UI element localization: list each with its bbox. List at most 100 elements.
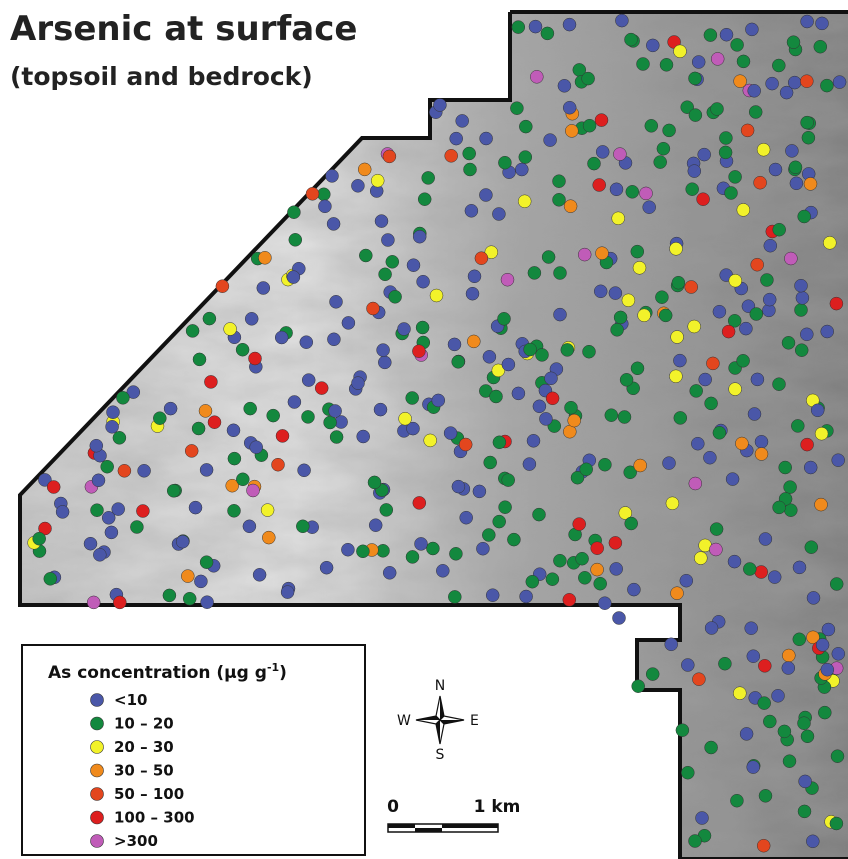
legend-title: As concentration (µg g-1) xyxy=(48,661,287,683)
sample-point xyxy=(499,501,512,514)
sample-point xyxy=(563,101,576,114)
legend-label: 10 – 20 xyxy=(114,715,174,733)
sample-point xyxy=(480,132,493,145)
sample-point xyxy=(612,212,625,225)
sample-point xyxy=(84,537,97,550)
sample-point xyxy=(452,355,465,368)
sample-point xyxy=(663,124,676,137)
sample-point xyxy=(92,474,105,487)
sample-point xyxy=(106,420,119,433)
sample-point xyxy=(329,405,342,418)
sample-point xyxy=(250,441,263,454)
legend-label: >300 xyxy=(114,832,158,850)
sample-point xyxy=(228,452,241,465)
sample-point xyxy=(56,505,69,518)
sample-point xyxy=(105,526,118,539)
sample-point xyxy=(468,270,481,283)
sample-point xyxy=(737,354,750,367)
sample-point xyxy=(518,195,531,208)
sample-point xyxy=(483,350,496,363)
sample-point xyxy=(688,320,701,333)
sample-point xyxy=(493,515,506,528)
sample-point xyxy=(87,596,100,609)
sample-point xyxy=(418,193,431,206)
sample-point xyxy=(44,572,57,585)
sample-point xyxy=(747,761,760,774)
sample-point xyxy=(324,416,337,429)
sample-point xyxy=(625,33,638,46)
sample-point xyxy=(596,247,609,260)
sample-point xyxy=(694,552,707,565)
sample-point xyxy=(833,76,846,89)
legend-swatch xyxy=(91,835,104,848)
sample-point xyxy=(568,414,581,427)
sample-point xyxy=(330,431,343,444)
sample-point xyxy=(595,114,608,127)
sample-point xyxy=(609,287,622,300)
sample-point xyxy=(686,183,699,196)
legend-swatch xyxy=(91,788,104,801)
sample-point xyxy=(815,427,828,440)
sample-point xyxy=(258,251,271,264)
sample-point xyxy=(327,217,340,230)
sample-point xyxy=(536,348,549,361)
sample-point xyxy=(699,373,712,386)
sample-point xyxy=(611,323,624,336)
sample-point xyxy=(553,193,566,206)
sample-point xyxy=(760,274,773,287)
sample-point xyxy=(798,805,811,818)
sample-point xyxy=(705,741,718,754)
sample-point xyxy=(758,697,771,710)
sample-point xyxy=(731,38,744,51)
sample-point xyxy=(136,505,149,518)
sample-point xyxy=(704,29,717,42)
sample-point xyxy=(553,175,566,188)
sample-point xyxy=(512,387,525,400)
sample-point xyxy=(130,521,143,534)
sample-point xyxy=(779,461,792,474)
legend-title-text: As concentration (µg g xyxy=(48,663,267,683)
sample-point xyxy=(816,638,829,651)
sample-point xyxy=(681,659,694,672)
sample-point xyxy=(358,163,371,176)
sample-point xyxy=(564,200,577,213)
sample-point xyxy=(598,597,611,610)
sample-point xyxy=(791,419,804,432)
sample-point xyxy=(530,70,543,83)
sample-point xyxy=(208,416,221,429)
sample-point xyxy=(591,542,604,555)
sample-point xyxy=(789,161,802,174)
sample-point xyxy=(341,543,354,556)
sample-point xyxy=(665,638,678,651)
sample-point xyxy=(594,285,607,298)
sample-point xyxy=(236,473,249,486)
sample-point xyxy=(676,724,689,737)
sample-point xyxy=(755,566,768,579)
sample-point xyxy=(544,134,557,147)
sample-point xyxy=(194,575,207,588)
sample-point xyxy=(406,392,419,405)
sample-point xyxy=(399,412,412,425)
sample-point xyxy=(830,817,843,830)
sample-point xyxy=(685,281,698,294)
sample-point xyxy=(224,323,237,336)
sample-point xyxy=(176,535,189,548)
sample-point xyxy=(519,151,532,164)
sample-point xyxy=(823,236,836,249)
sample-point xyxy=(227,424,240,437)
sample-point xyxy=(257,282,270,295)
compass-south: S xyxy=(436,747,445,763)
scale-start: 0 xyxy=(387,797,399,817)
sample-point xyxy=(445,149,458,162)
sample-point xyxy=(759,533,772,546)
sample-point xyxy=(730,794,743,807)
compass-north: N xyxy=(435,678,445,694)
map-subtitle: (topsoil and bedrock) xyxy=(10,62,313,91)
sample-point xyxy=(578,248,591,261)
sample-point xyxy=(352,377,365,390)
sample-point xyxy=(718,657,731,670)
sample-point xyxy=(733,687,746,700)
sample-point xyxy=(820,79,833,92)
sample-point xyxy=(492,208,505,221)
legend-label: 30 – 50 xyxy=(114,762,174,780)
